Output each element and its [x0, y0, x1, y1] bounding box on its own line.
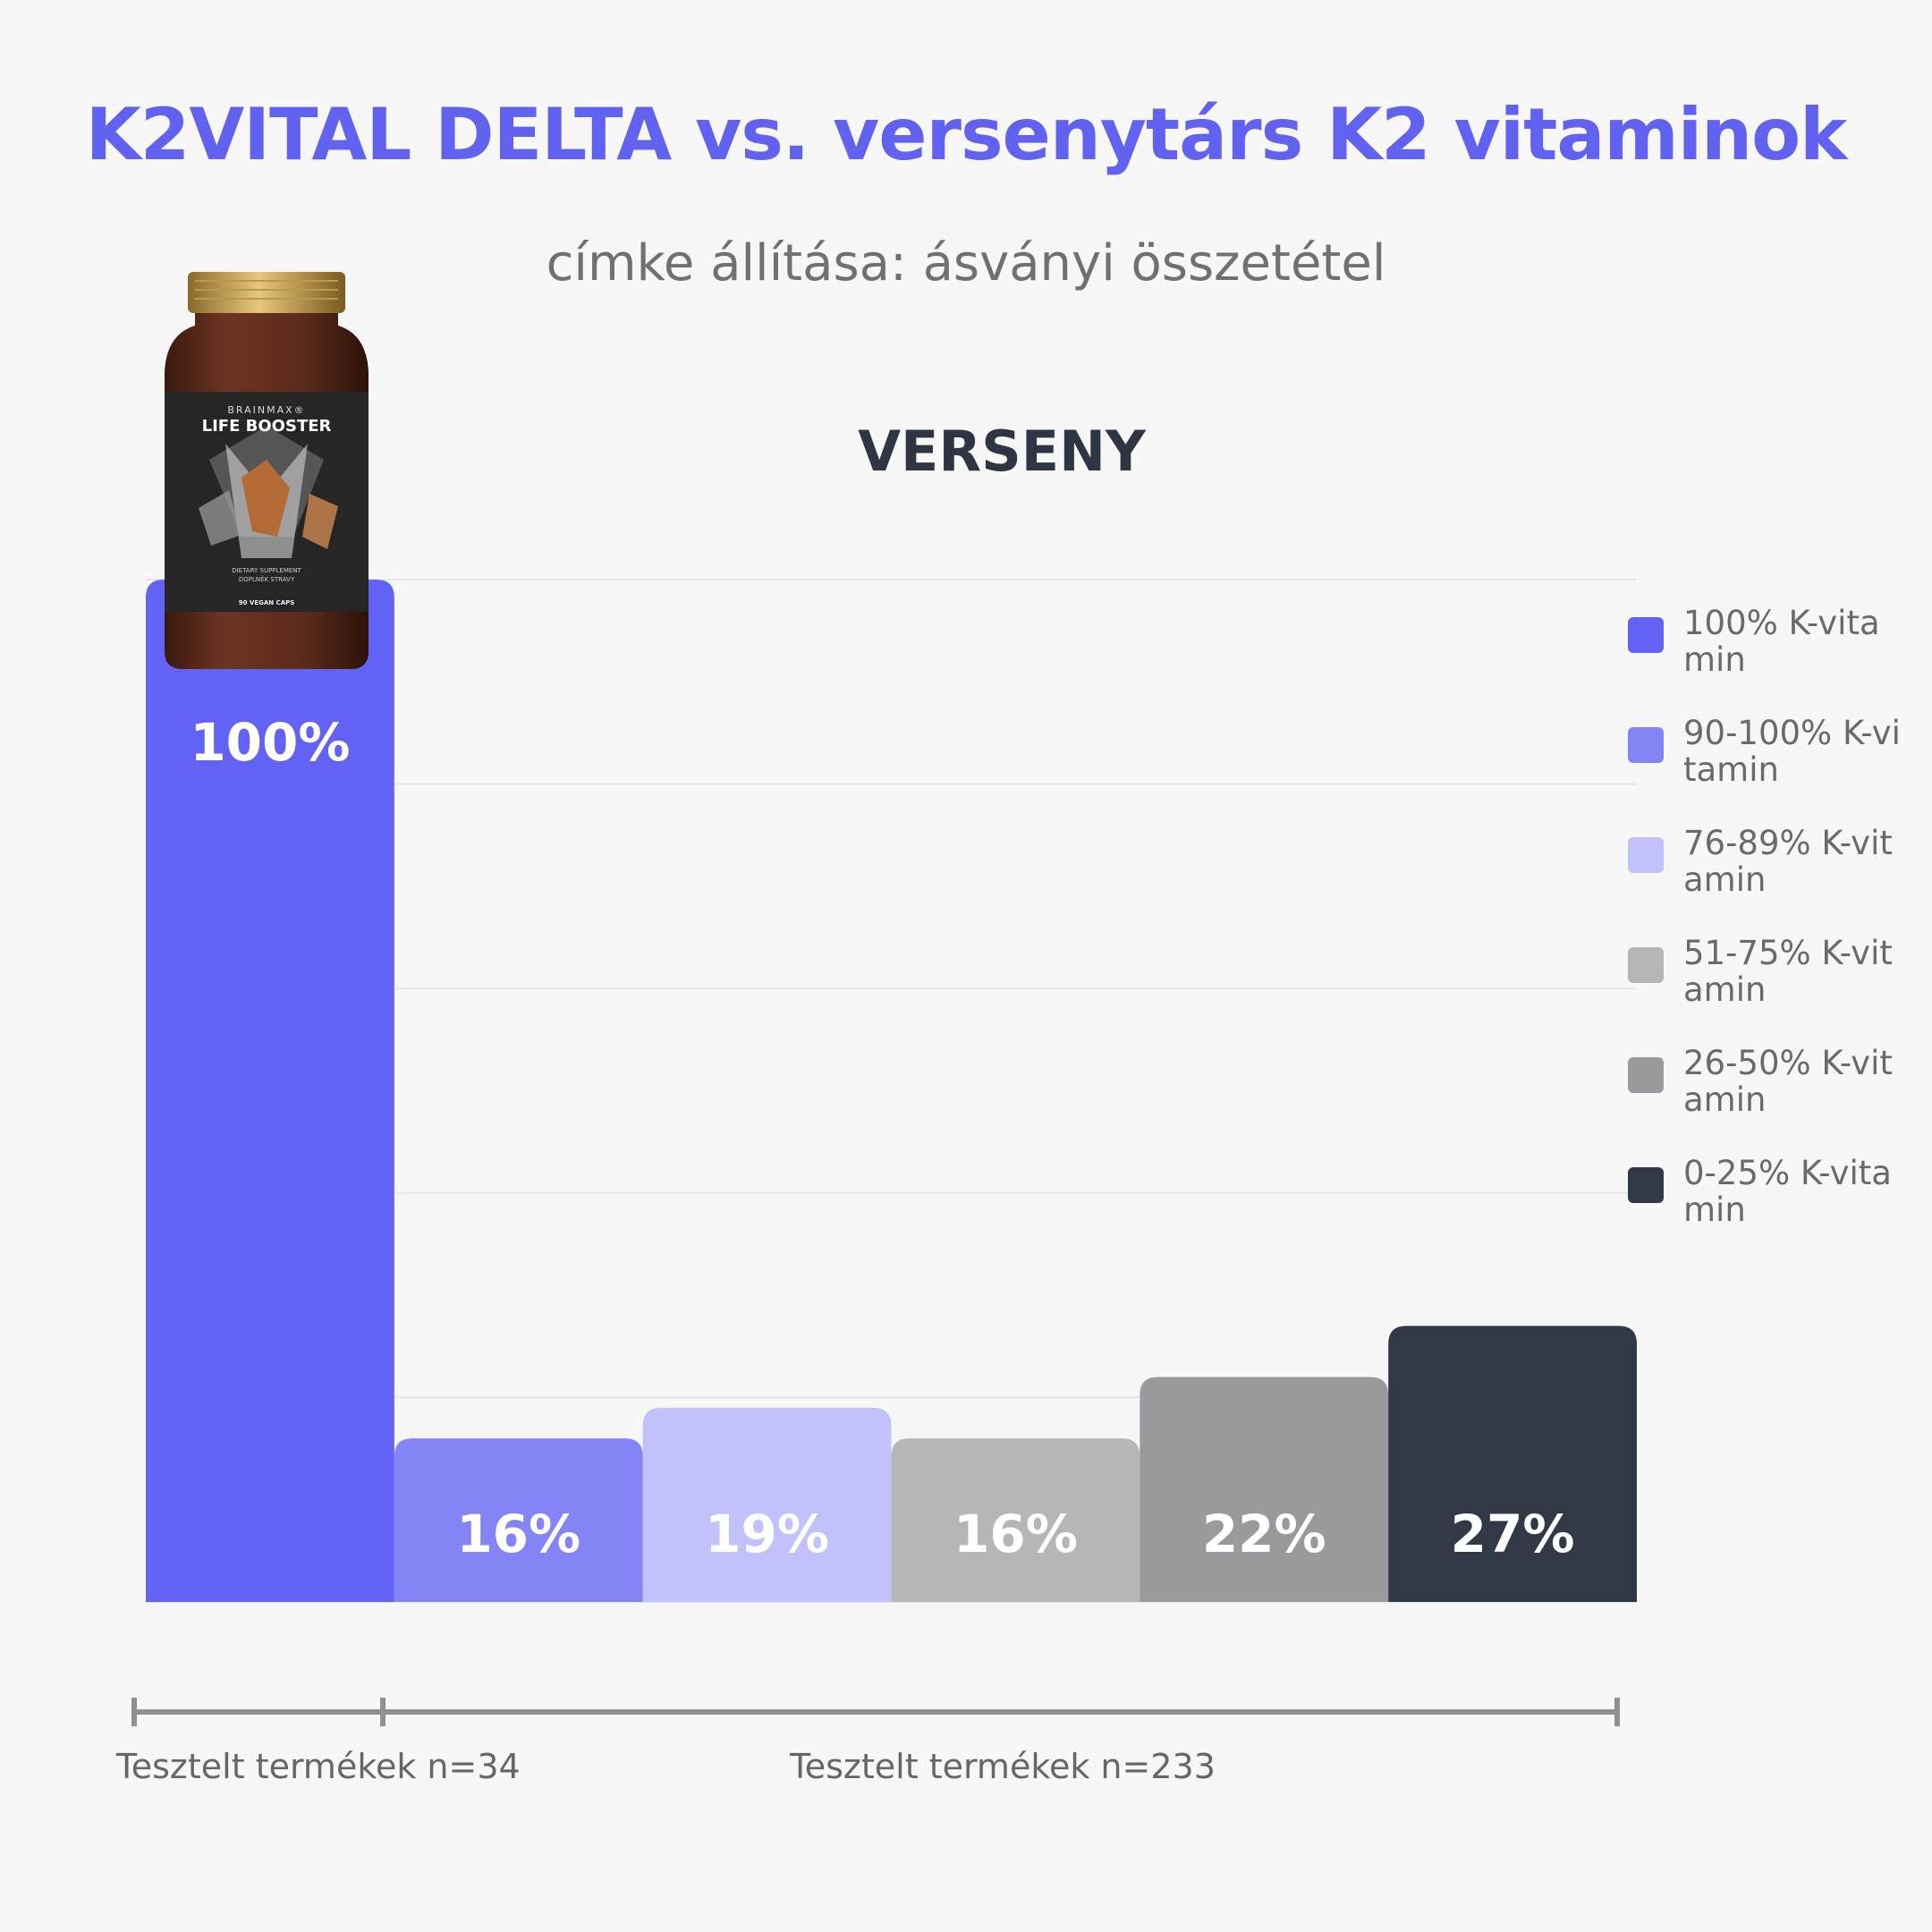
group-bracket — [131, 1698, 1620, 1726]
legend-item: 26-50% K-vitamin — [1628, 1045, 1907, 1155]
bar-value-label: 27% — [1451, 1504, 1575, 1564]
bar-3 — [642, 1407, 892, 1602]
bar-labels: 100% 16% 19% 16% 22% 27% — [190, 712, 1574, 1564]
chart-legend: 100% K-vitamin 90-100% K-vitamin 76-89% … — [1628, 605, 1907, 1265]
legend-label: 51-75% K-vitamin — [1683, 934, 1893, 1009]
legend-swatch — [1628, 837, 1664, 873]
bar-value-label: 19% — [705, 1504, 829, 1564]
bars — [146, 580, 1637, 1602]
jar-line2: DOPLNĚK STRAVY — [238, 576, 295, 583]
group-label-n34: Tesztelt termékek n=34 — [116, 1747, 521, 1786]
group-label-n233: Tesztelt termékek n=233 — [790, 1747, 1216, 1786]
bar-6 — [1388, 1326, 1637, 1602]
section-title: VERSENY — [858, 419, 1146, 484]
bar-1 — [146, 580, 394, 1602]
bar-5 — [1140, 1377, 1389, 1602]
legend-label: 0-25% K-vitamin — [1683, 1154, 1892, 1229]
legend-item: 76-89% K-vitamin — [1628, 825, 1907, 935]
legend-swatch — [1628, 1167, 1664, 1203]
legend-label: 90-100% K-vitamin — [1683, 714, 1901, 789]
bar-2 — [394, 1438, 643, 1602]
product-jar-image: BRAINMAX® LIFE BOOSTER DIETARY SUPPLEMEN… — [159, 268, 374, 676]
legend-item: 0-25% K-vitamin — [1628, 1155, 1907, 1265]
legend-swatch — [1628, 947, 1664, 983]
legend-item: 100% K-vitamin — [1628, 605, 1907, 715]
bar-4 — [891, 1438, 1140, 1602]
legend-item: 51-75% K-vitamin — [1628, 935, 1907, 1045]
legend-swatch — [1628, 1057, 1664, 1093]
jar-product-name: LIFE BOOSTER — [201, 417, 332, 436]
chart-title: K2VITAL DELTA vs. versenytárs K2 vitamin… — [85, 93, 1848, 176]
legend-label: 26-50% K-vitamin — [1683, 1044, 1893, 1119]
legend-swatch — [1628, 727, 1664, 763]
jar-caps: 90 VEGAN CAPS — [238, 599, 295, 606]
bar-value-label: 16% — [953, 1504, 1078, 1564]
legend-label: 76-89% K-vitamin — [1683, 824, 1893, 899]
bar-value-label: 22% — [1202, 1504, 1326, 1564]
chart-subtitle: címke állítása: ásványi összetétel — [546, 234, 1386, 292]
bar-value-label: 100% — [190, 712, 350, 773]
legend-swatch — [1628, 617, 1664, 653]
jar-brand: BRAINMAX® — [227, 404, 306, 416]
legend-item: 90-100% K-vitamin — [1628, 715, 1907, 825]
jar-line1: DIETARY SUPPLEMENT — [232, 567, 301, 574]
legend-label: 100% K-vitamin — [1683, 604, 1880, 679]
bar-value-label: 16% — [456, 1504, 580, 1564]
